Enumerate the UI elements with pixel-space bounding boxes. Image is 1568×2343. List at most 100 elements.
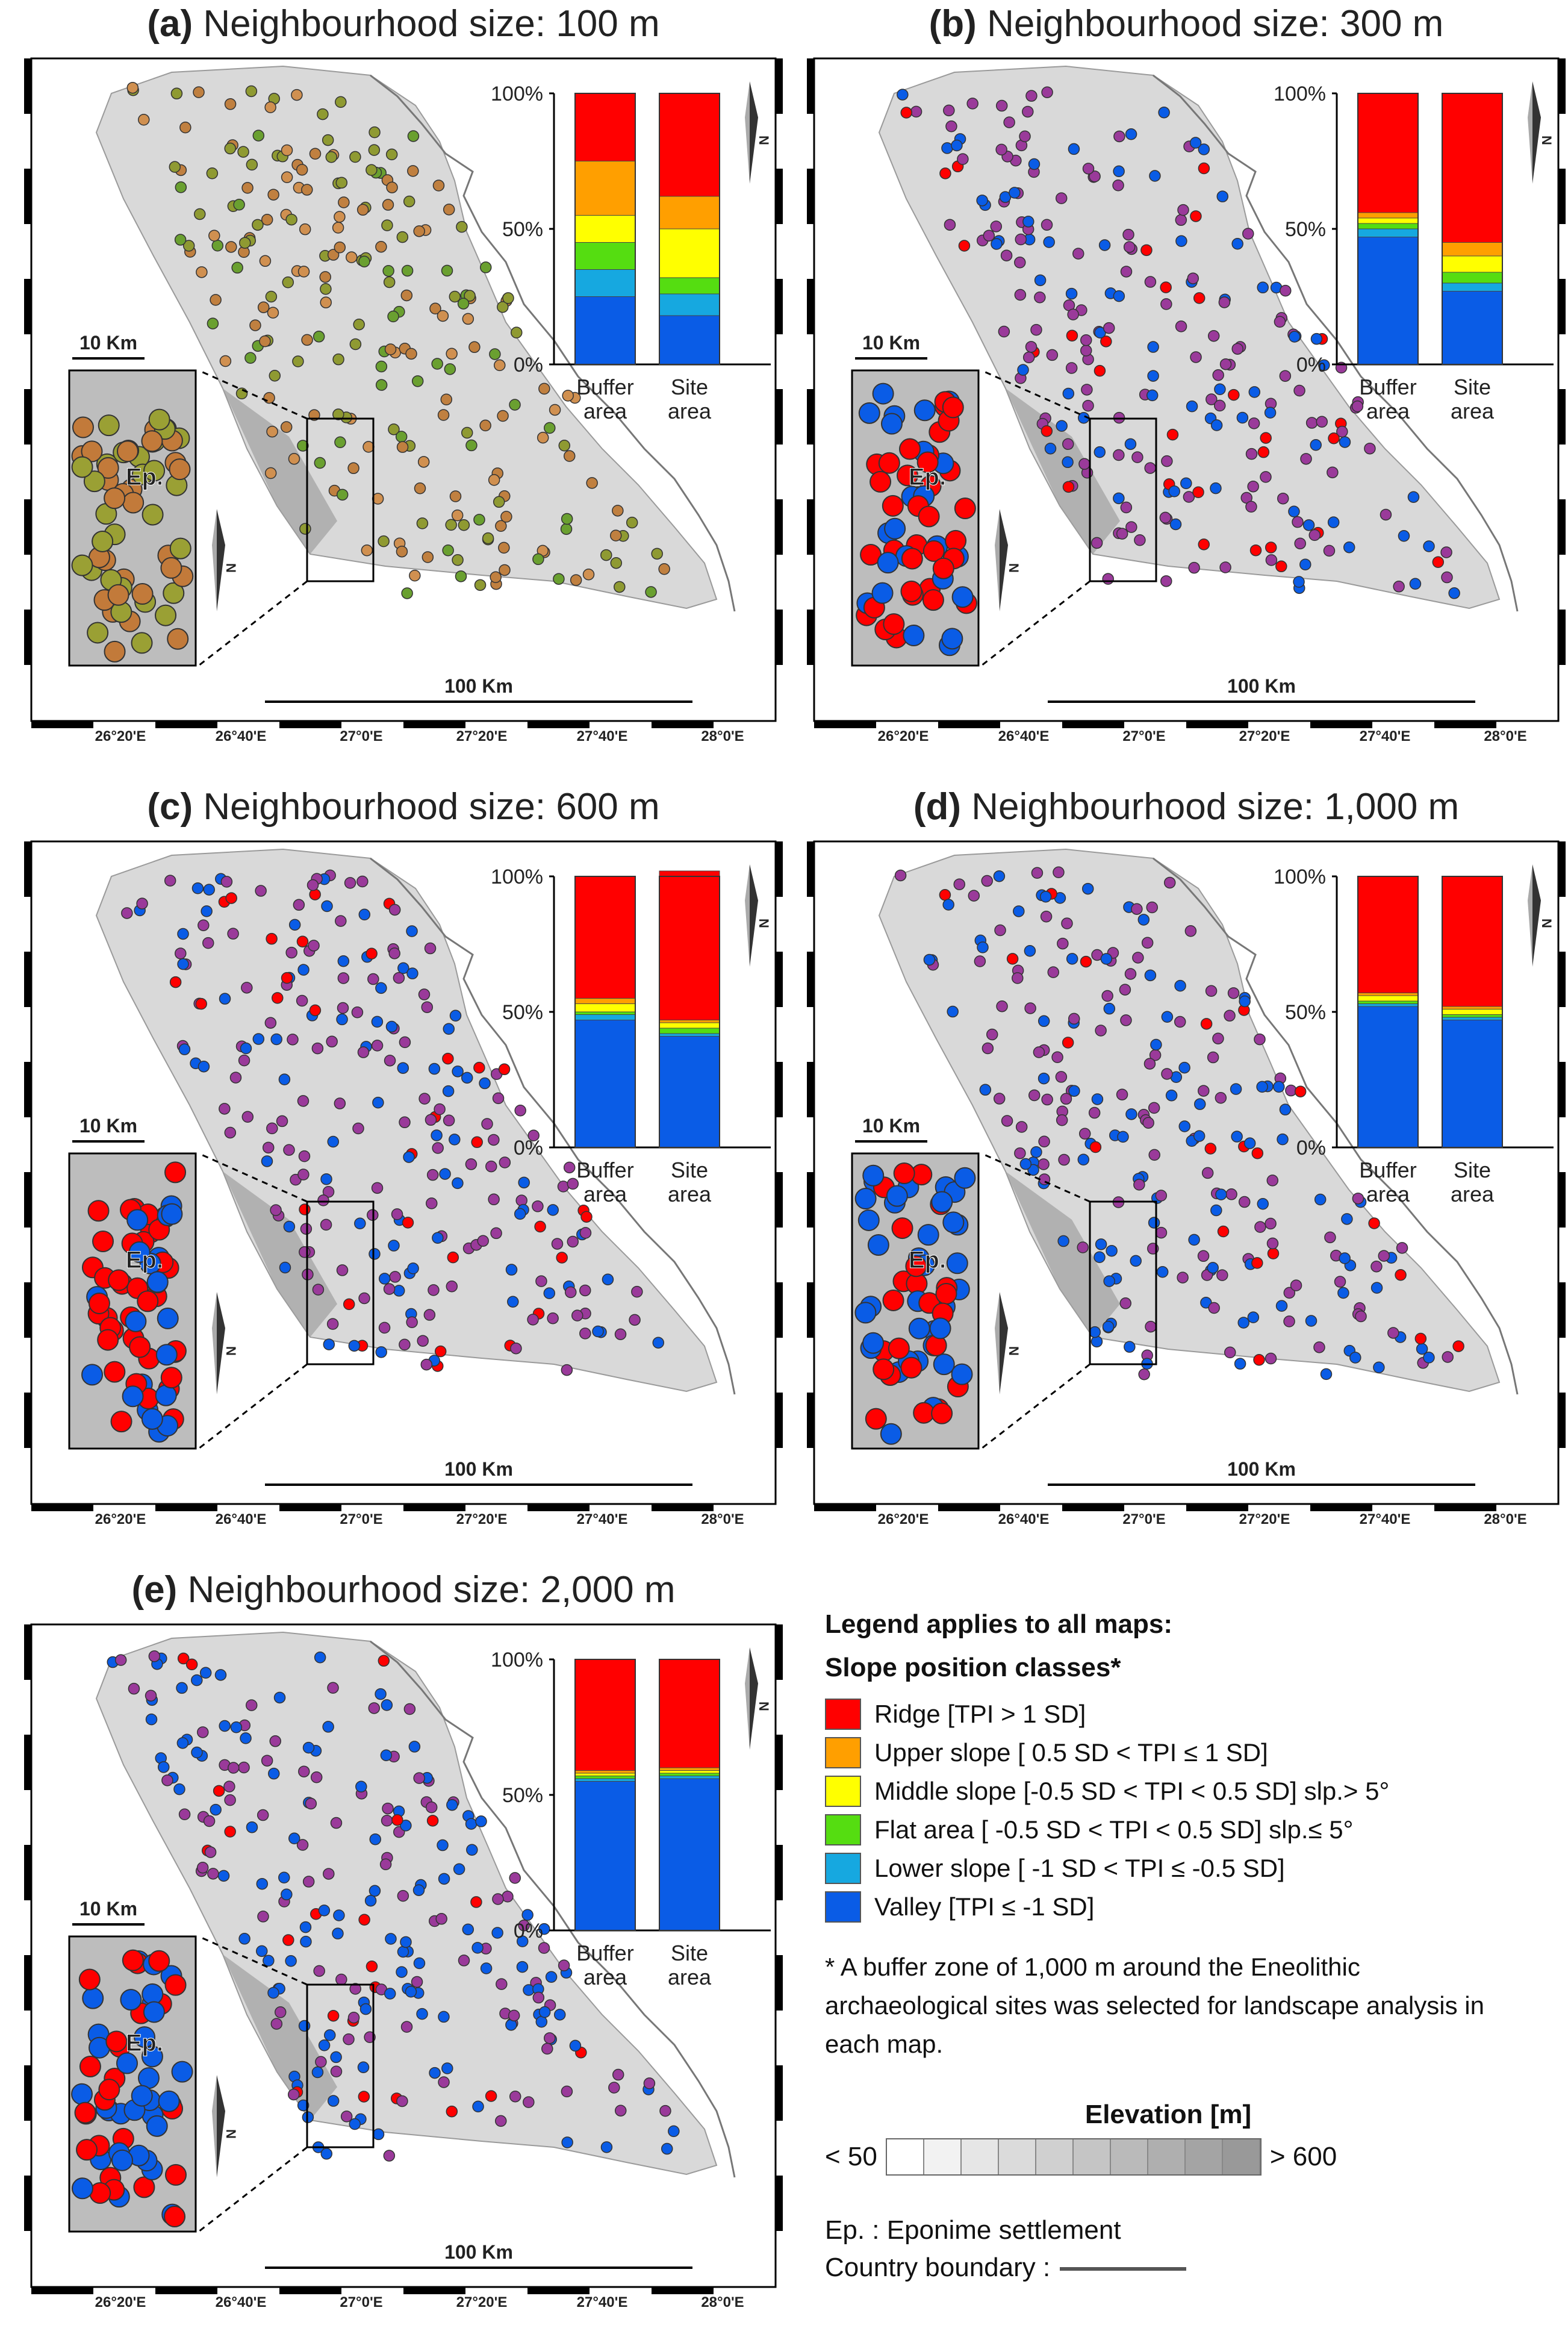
frame-tick-left [807, 169, 814, 224]
site-marker [558, 1959, 570, 1971]
site-marker [296, 1839, 309, 1851]
north-label: N [223, 563, 238, 573]
site-marker [399, 1116, 411, 1129]
inset-site-marker [146, 1271, 169, 1293]
site-marker [198, 919, 210, 931]
site-marker [413, 1957, 426, 1970]
site-marker [300, 1935, 312, 1948]
relief-highlands [223, 388, 337, 554]
lat-tick-label: 47°0'N [24, 2207, 26, 2251]
frame-tick-right [776, 1062, 783, 1117]
site-marker [1149, 170, 1161, 182]
site-marker [465, 439, 478, 452]
site-marker [1125, 1108, 1137, 1120]
site-marker [468, 341, 481, 354]
site-marker [405, 348, 417, 360]
site-marker [1067, 308, 1079, 320]
inset-site-marker [857, 1209, 880, 1231]
site-marker [266, 1122, 278, 1135]
zoom-connector [198, 2146, 308, 2233]
site-marker [1293, 384, 1305, 397]
site-marker [1113, 492, 1125, 505]
site-marker [420, 1358, 433, 1371]
site-marker [281, 972, 293, 984]
site-marker [538, 2006, 551, 2018]
site-marker [1216, 190, 1229, 202]
lon-tick-label: 27°0'E [340, 1511, 382, 1524]
site-marker [305, 1797, 317, 1810]
relief-highlands [1006, 1172, 1120, 1337]
country-boundary [370, 1640, 736, 2178]
swatch-middle-slope [825, 1776, 861, 1807]
site-marker [983, 229, 995, 242]
site-marker [442, 1085, 455, 1097]
inset-site-marker [899, 438, 921, 460]
lon-tick-label: 28°0'E [701, 2294, 744, 2307]
site-marker [287, 2088, 300, 2101]
site-marker [1237, 1317, 1249, 1329]
inset-site-marker [870, 470, 892, 493]
site-marker [1038, 1158, 1050, 1170]
site-marker [224, 98, 237, 110]
frame-tick-left [807, 1172, 814, 1228]
stacked-bar-outline [1357, 876, 1419, 1148]
lon-tick-label: 27°20'E [456, 1511, 508, 1524]
site-marker [547, 1204, 559, 1216]
site-marker [651, 548, 663, 560]
site-marker [210, 1803, 222, 1816]
stacked-bar-outline [574, 1659, 636, 1931]
inset-site-marker [107, 584, 129, 606]
site-marker [174, 234, 187, 246]
site-marker [417, 1335, 429, 1347]
site-marker [1112, 179, 1124, 192]
site-marker [383, 2150, 396, 2162]
site-marker [527, 1314, 539, 1326]
site-marker [544, 422, 556, 434]
site-marker [910, 105, 922, 118]
inset-site-marker [92, 530, 114, 552]
site-marker [455, 570, 467, 582]
bar-category-label: area [583, 399, 627, 423]
site-marker [375, 360, 388, 373]
legend-item-middle-slope: Middle slope [-0.5 SD < TPI < 0.5 SD] sl… [825, 1772, 1548, 1811]
site-marker [1197, 1250, 1210, 1262]
site-marker [128, 1682, 140, 1695]
site-marker [1040, 910, 1053, 923]
north-label: N [1006, 563, 1021, 573]
site-marker [347, 2011, 360, 2024]
site-marker [391, 1208, 403, 1220]
zoom-connector [198, 1935, 308, 1986]
site-marker [219, 1103, 231, 1115]
site-marker [1034, 274, 1047, 287]
site-marker [465, 1158, 478, 1170]
site-marker [1218, 296, 1231, 308]
site-marker [1175, 214, 1187, 226]
site-marker [219, 355, 232, 367]
chart-y-tick-label: 50% [502, 1784, 543, 1807]
stacked-bar-segment [659, 1776, 720, 1779]
site-marker [396, 1966, 408, 1978]
lat-tick-label: 47°15'N [24, 2089, 26, 2141]
frame-tick-bottom [1062, 1504, 1124, 1511]
site-marker [1081, 882, 1094, 895]
site-marker [356, 204, 369, 216]
site-marker [1090, 1335, 1103, 1348]
inset-site-marker [133, 2176, 155, 2198]
site-marker [223, 1780, 235, 1792]
site-marker [458, 519, 470, 531]
site-marker [1041, 219, 1053, 231]
site-marker [263, 1955, 275, 1967]
north-arrow-icon [995, 509, 1000, 611]
site-marker [1019, 130, 1031, 143]
site-marker [1113, 130, 1125, 143]
site-marker [443, 1114, 455, 1126]
stacked-bar-segment [659, 870, 720, 1020]
lon-tick-label: 28°0'E [1484, 728, 1526, 741]
site-marker [348, 1340, 361, 1352]
lon-tick-label: 27°20'E [1239, 1511, 1290, 1524]
site-marker [979, 1084, 992, 1096]
site-marker [1124, 438, 1137, 451]
lon-tick-label: 26°40'E [216, 1511, 267, 1524]
site-marker [273, 1691, 286, 1704]
